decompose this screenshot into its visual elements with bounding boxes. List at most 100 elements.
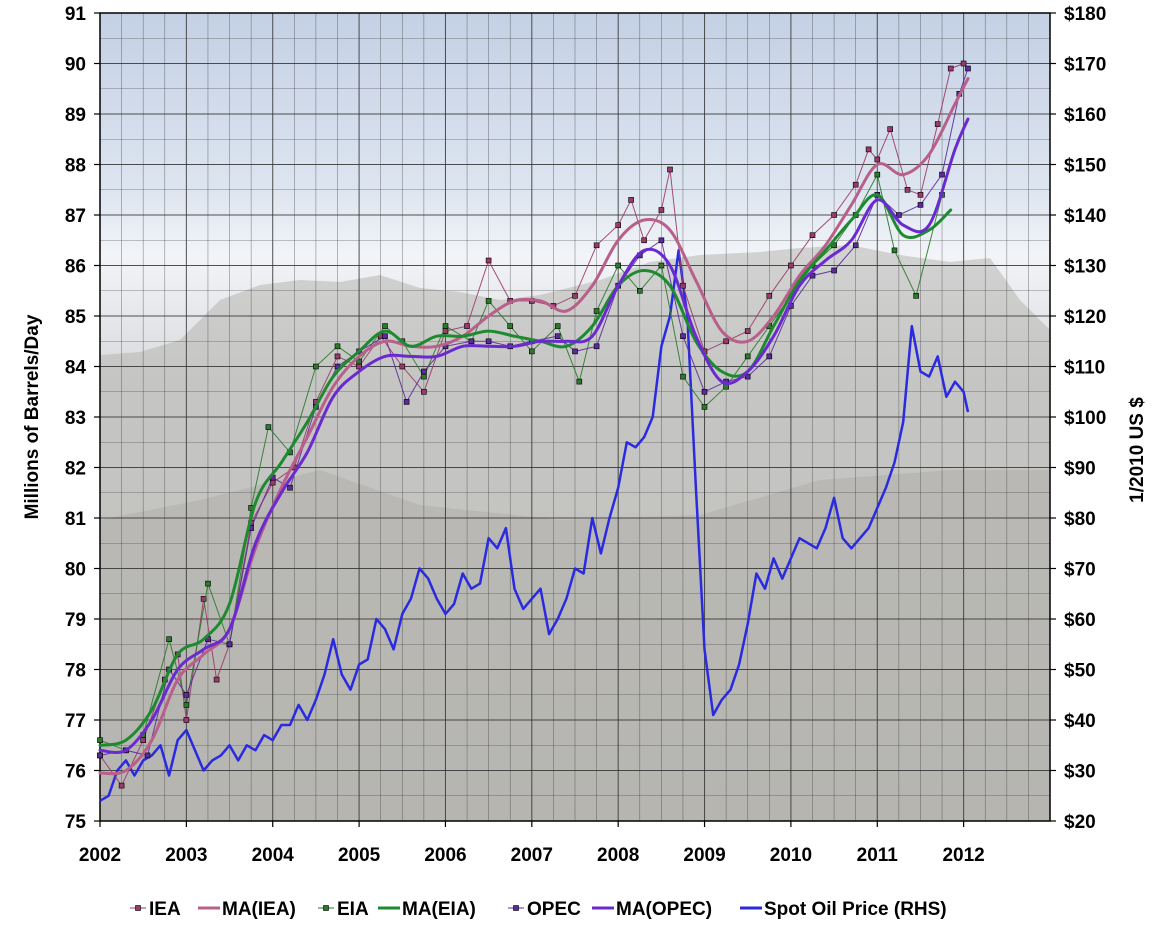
data-point-iea	[641, 237, 647, 244]
data-point-eia	[913, 292, 919, 299]
data-point-iea	[399, 363, 406, 370]
legend-label: OPEC	[527, 899, 581, 920]
y-tick-label: 82	[65, 459, 86, 480]
data-point-opec	[680, 333, 686, 340]
y2-tick-label: $50	[1064, 661, 1096, 682]
y-tick-label: 90	[65, 55, 86, 76]
data-point-iea	[485, 257, 492, 264]
y-tick-label: 87	[65, 206, 86, 227]
data-point-opec	[831, 267, 837, 274]
data-point-opec	[554, 333, 561, 340]
data-point-iea	[667, 166, 673, 173]
y2-tick-label: $70	[1064, 560, 1096, 581]
data-point-eia	[485, 298, 492, 304]
legend-label: IEA	[149, 899, 181, 920]
data-point-iea	[118, 782, 125, 789]
data-point-eia	[554, 323, 561, 329]
series-line-opec	[99, 68, 969, 756]
data-point-iea	[723, 338, 729, 345]
y-tick-label: 79	[65, 610, 86, 631]
x-tick-label: 2008	[597, 845, 639, 866]
data-point-iea	[831, 212, 837, 218]
series-spot	[99, 249, 970, 802]
y-tick-label: 85	[65, 307, 87, 328]
data-point-opec	[287, 484, 293, 491]
data-point-eia	[658, 262, 665, 269]
y-tick-label: 81	[65, 509, 87, 530]
x-tick-label: 2003	[165, 845, 207, 866]
data-point-eia	[382, 323, 388, 329]
legend-label: MA(IEA)	[222, 899, 296, 920]
y2-tick-label: $130	[1064, 257, 1106, 278]
legend-item-eia: EIA	[318, 899, 369, 920]
data-point-opec	[421, 368, 427, 375]
x-tick-label: 2009	[683, 845, 725, 866]
plot-grid	[99, 12, 1051, 822]
data-point-eia	[442, 323, 449, 329]
y-tick-label: 78	[65, 661, 86, 682]
data-point-eia	[183, 702, 190, 708]
data-point-opec	[917, 202, 924, 208]
data-point-opec	[572, 348, 578, 355]
data-point-opec	[593, 343, 600, 350]
x-tick-label: 2012	[942, 845, 984, 866]
data-point-iea	[960, 60, 967, 67]
y-tick-label: 77	[65, 711, 86, 732]
data-point-iea	[593, 242, 600, 249]
legend-item-ma_iea: MA(IEA)	[198, 899, 296, 920]
y-tick-label: 91	[65, 4, 87, 25]
y2-tick-label: $40	[1064, 711, 1096, 732]
series-ma_eia	[98, 193, 953, 747]
data-point-opec	[701, 388, 708, 395]
data-point-opec	[144, 752, 151, 759]
x-axis: 2002 2003 2004 2005 2006 2007 2008 2009 2010 2011…	[79, 821, 985, 866]
data-point-iea	[904, 187, 911, 193]
data-point-iea	[356, 363, 362, 370]
series-line-iea	[99, 63, 964, 787]
series-ma_opec	[98, 117, 970, 754]
y-tick-label: 86	[65, 257, 86, 278]
y-tick-label: 88	[65, 156, 86, 177]
data-point-iea	[680, 282, 686, 289]
data-point-iea	[334, 353, 341, 360]
legend-swatch-marker	[323, 905, 329, 911]
legend-item-ma_opec: MA(OPEC)	[592, 899, 712, 920]
data-point-iea	[421, 388, 427, 395]
data-point-eia	[528, 348, 535, 355]
data-point-eia	[701, 404, 708, 410]
data-point-iea	[934, 121, 941, 127]
data-point-iea	[615, 222, 622, 228]
data-point-opec	[658, 237, 665, 244]
data-point-opec	[896, 212, 902, 218]
y-tick-label: 83	[65, 408, 86, 429]
y2-tick-label: $90	[1064, 459, 1096, 480]
data-point-opec	[403, 399, 410, 405]
legend-label: Spot Oil Price (RHS)	[764, 899, 947, 920]
y2-tick-label: $20	[1064, 812, 1096, 833]
legend: IEA MA(IEA) EIA MA(EIA) OPEC MA(OPEC) Spot Oil…	[130, 899, 947, 920]
data-point-opec	[965, 65, 971, 72]
data-point-opec	[766, 353, 773, 360]
y2-tick-label: $110	[1064, 358, 1105, 379]
data-point-iea	[744, 328, 751, 334]
data-point-eia	[334, 343, 341, 350]
data-point-opec	[97, 752, 103, 759]
data-point-eia	[507, 323, 514, 329]
data-point-iea	[658, 207, 665, 213]
legend-label: MA(EIA)	[402, 899, 476, 920]
y2-tick-label: $170	[1064, 55, 1106, 76]
data-point-eia	[313, 363, 319, 370]
data-point-eia	[744, 353, 751, 360]
data-point-iea	[865, 146, 872, 153]
x-tick-label: 2004	[252, 845, 295, 866]
x-tick-label: 2011	[857, 845, 899, 866]
series-line-spot	[99, 249, 970, 802]
data-point-iea	[947, 65, 954, 72]
y2-tick-label: $100	[1064, 408, 1106, 429]
series-line-ma_eia	[98, 193, 953, 747]
x-tick-label: 2005	[338, 845, 381, 866]
legend-swatch-marker	[513, 905, 519, 911]
data-point-eia	[636, 287, 643, 294]
